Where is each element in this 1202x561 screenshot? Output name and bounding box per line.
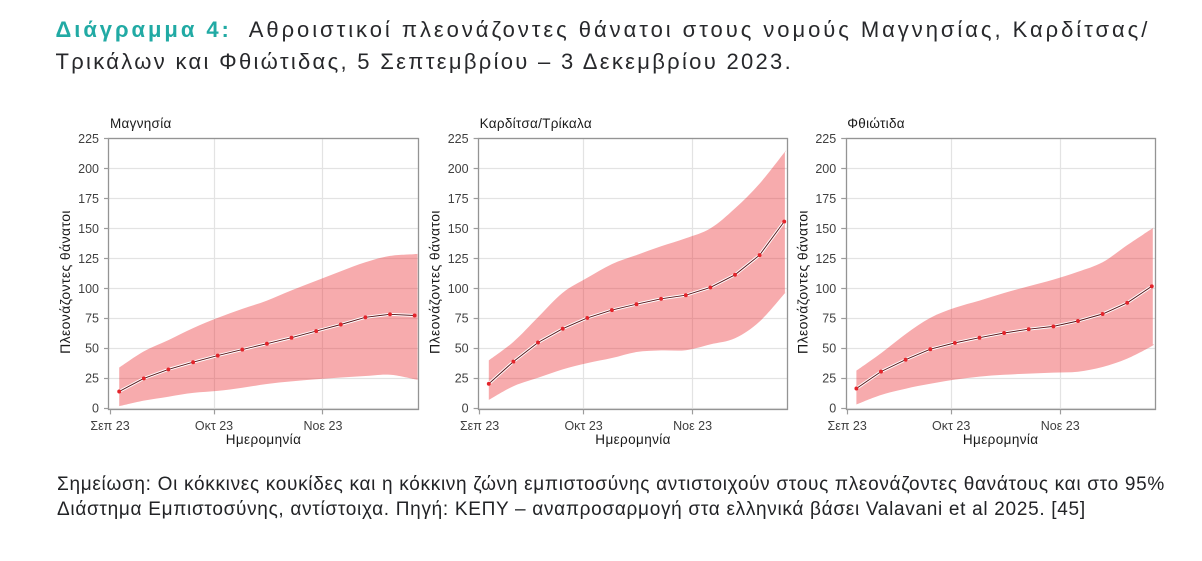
svg-text:50: 50: [85, 342, 99, 356]
svg-text:100: 100: [78, 282, 99, 296]
svg-text:Καρδίτσα/Τρίκαλα: Καρδίτσα/Τρίκαλα: [480, 116, 592, 131]
svg-text:Πλεονάζοντες θάνατοι: Πλεονάζοντες θάνατοι: [57, 210, 73, 354]
svg-text:Ημερομηνία: Ημερομηνία: [963, 432, 1039, 447]
svg-text:75: 75: [455, 312, 469, 326]
svg-text:Οκτ 23: Οκτ 23: [195, 419, 233, 433]
svg-text:225: 225: [78, 132, 99, 146]
svg-text:150: 150: [815, 222, 836, 236]
svg-text:25: 25: [822, 372, 836, 386]
svg-text:200: 200: [815, 162, 836, 176]
svg-text:Πλεονάζοντες θάνατοι: Πλεονάζοντες θάνατοι: [427, 210, 443, 354]
svg-text:100: 100: [815, 282, 836, 296]
svg-text:50: 50: [455, 342, 469, 356]
svg-text:125: 125: [78, 252, 99, 266]
svg-text:Φθιώτιδα: Φθιώτιδα: [847, 116, 905, 131]
svg-text:50: 50: [822, 342, 836, 356]
svg-text:Οκτ 23: Οκτ 23: [932, 419, 970, 433]
svg-text:175: 175: [815, 192, 836, 206]
svg-text:Νοε 23: Νοε 23: [304, 419, 343, 433]
svg-text:125: 125: [448, 252, 469, 266]
svg-text:Σεπ 23: Σεπ 23: [90, 419, 129, 433]
svg-text:Σεπ 23: Σεπ 23: [828, 419, 867, 433]
svg-text:150: 150: [78, 222, 99, 236]
svg-text:200: 200: [78, 162, 99, 176]
svg-text:200: 200: [448, 162, 469, 176]
svg-text:225: 225: [448, 132, 469, 146]
svg-text:Μαγνησία: Μαγνησία: [110, 116, 172, 131]
svg-text:125: 125: [815, 252, 836, 266]
svg-text:Ημερομηνία: Ημερομηνία: [226, 432, 302, 447]
svg-text:Πλεονάζοντες θάνατοι: Πλεονάζοντες θάνατοι: [794, 210, 810, 354]
svg-text:175: 175: [448, 192, 469, 206]
svg-text:Νοε 23: Νοε 23: [673, 419, 712, 433]
svg-text:0: 0: [462, 402, 469, 416]
svg-text:Ημερομηνία: Ημερομηνία: [595, 432, 671, 447]
svg-text:Νοε 23: Νοε 23: [1041, 419, 1080, 433]
svg-text:75: 75: [85, 312, 99, 326]
svg-text:25: 25: [85, 372, 99, 386]
svg-text:25: 25: [455, 372, 469, 386]
svg-text:150: 150: [448, 222, 469, 236]
svg-text:75: 75: [822, 312, 836, 326]
svg-text:225: 225: [815, 132, 836, 146]
svg-text:175: 175: [78, 192, 99, 206]
svg-text:0: 0: [92, 402, 99, 416]
svg-text:Σεπ 23: Σεπ 23: [460, 419, 499, 433]
svg-text:0: 0: [829, 402, 836, 416]
svg-text:100: 100: [448, 282, 469, 296]
svg-text:Οκτ 23: Οκτ 23: [564, 419, 602, 433]
